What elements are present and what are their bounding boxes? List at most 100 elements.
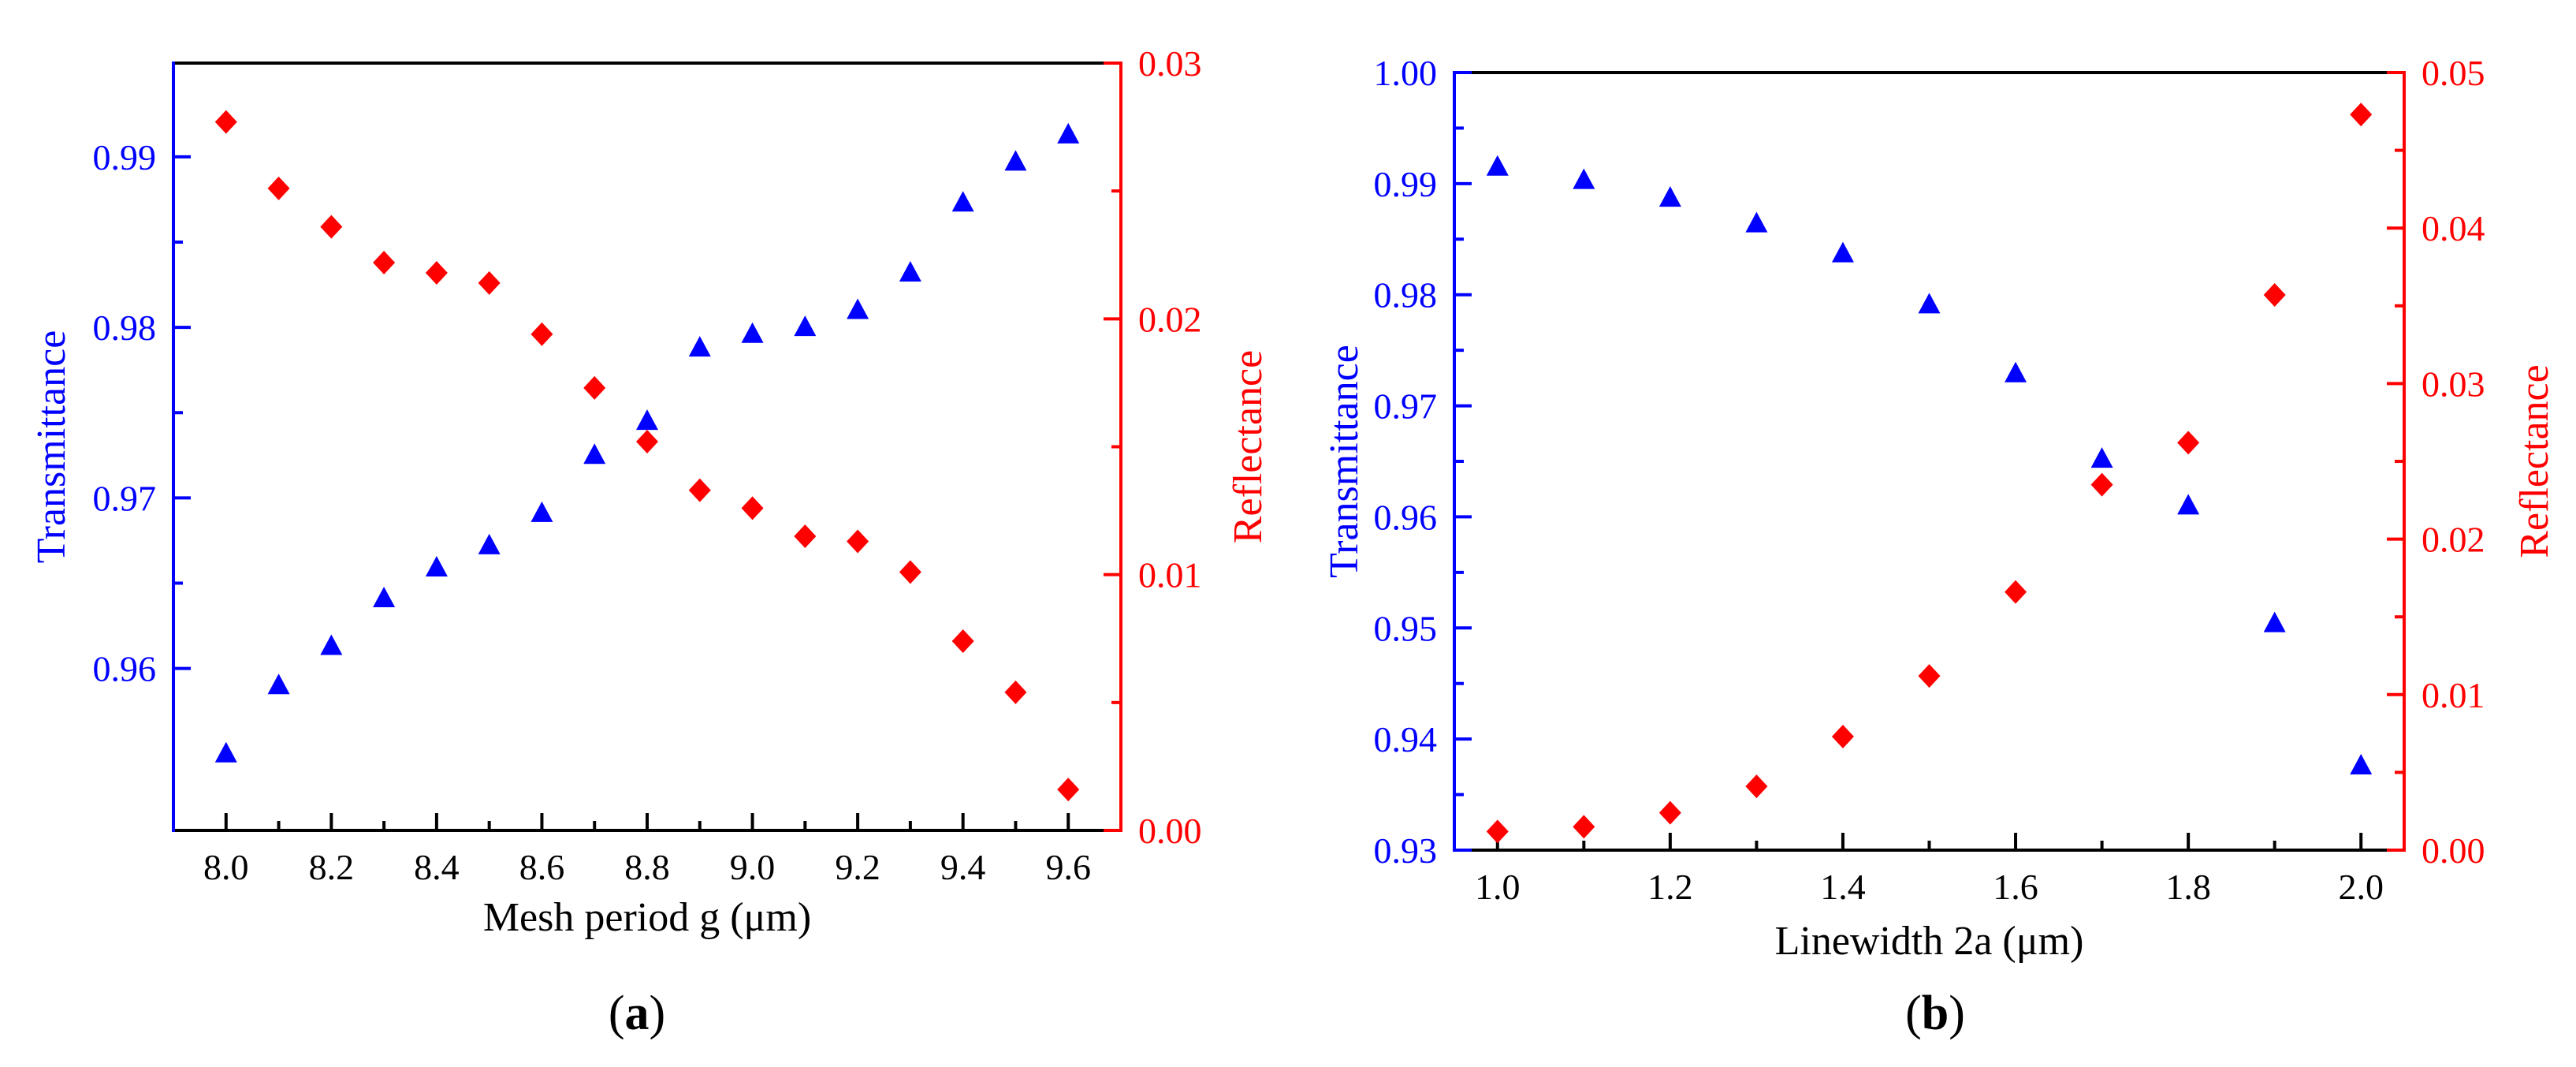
panel-a-transmittance-point xyxy=(794,315,817,337)
panel-b: 1.0 1.2 1.4 1.6 1.8 2.0 0.93 0.94 0.95 0.96 0.97 0.… xyxy=(1322,53,2557,964)
panel-b-y-right-tick-label: 0.00 xyxy=(2422,830,2485,871)
panel-a-transmittance-point xyxy=(373,586,396,607)
panel-a-y-right-tick-label: 0.02 xyxy=(1138,299,1202,339)
panel-b-y-right-tick-label: 0.05 xyxy=(2422,53,2485,93)
panel-a-reflectance-point xyxy=(1057,778,1080,802)
panel-b-reflectance-point xyxy=(2350,103,2373,127)
panel-b-x-axis-title: Linewidth 2a (μm) xyxy=(1775,919,2084,964)
panel-b-reflectance-point xyxy=(1486,819,1509,844)
panel-b-reflectance-point xyxy=(1918,664,1941,688)
panel-a-transmittance-point xyxy=(530,501,553,522)
panel-b-transmittance-point xyxy=(1486,155,1509,176)
panel-a-reflectance-point xyxy=(794,524,817,549)
panel-b-reflectance-point xyxy=(1573,815,1595,839)
panel-b-y-right-tick-label: 0.04 xyxy=(2422,208,2485,248)
panel-b-transmittance-point xyxy=(2350,753,2373,774)
panel-a-x-tick-label: 9.2 xyxy=(835,847,880,887)
panel-b-transmittance-point xyxy=(2090,447,2113,468)
panel-b-transmittance-point xyxy=(1745,211,1768,233)
panel-a-reflectance-point xyxy=(1004,680,1027,704)
panel-a-reflectance-point xyxy=(478,270,501,295)
panel-a-transmittance-point xyxy=(583,443,606,464)
panel-a-reflectance-point xyxy=(847,529,869,554)
panel-a-transmittance-point xyxy=(636,409,658,431)
panel-b-reflectance-point xyxy=(2090,472,2113,497)
panel-a-x-tick-label: 8.8 xyxy=(624,847,670,887)
panel-b-y-left-tick-label: 0.98 xyxy=(1374,275,1438,315)
panel-a-reflectance-point xyxy=(373,250,396,274)
panel-a-reflectance-point xyxy=(425,260,448,285)
panel-a-y-left-tick-label: 0.97 xyxy=(93,478,157,518)
panel-a-reflectance-point xyxy=(899,560,921,584)
panel-a-reflectance-point xyxy=(267,176,290,200)
panel-b-reflectance-point xyxy=(1658,800,1681,825)
panel-b-y-left-tick-label: 0.99 xyxy=(1374,164,1438,204)
panel-a-reflectance-point xyxy=(951,629,974,653)
panel-a-reflectance-point xyxy=(320,215,343,239)
panel-b-transmittance-point xyxy=(1658,186,1681,207)
panel-a-x-tick-label: 8.6 xyxy=(519,847,565,887)
panel-b-y-left-tick-label: 0.93 xyxy=(1374,830,1438,871)
panel-a-transmittance-point xyxy=(847,298,869,319)
panel-a-transmittance-point xyxy=(899,260,921,282)
panel-a-y-left-tick-label: 0.96 xyxy=(93,649,157,689)
panel-a-reflectance-point xyxy=(583,375,606,400)
panel-b-y-right-tick-label: 0.03 xyxy=(2422,364,2485,404)
panel-b-x-tick-label: 1.4 xyxy=(1820,867,1866,907)
panel-a-transmittance-point xyxy=(267,673,290,695)
panel-b-reflectance-point xyxy=(1745,774,1768,799)
panel-a-transmittance-point xyxy=(688,336,711,357)
panel-a-x-tick-label: 8.4 xyxy=(414,847,460,887)
panel-a-transmittance-point xyxy=(741,322,764,343)
panel-b-reflectance-point xyxy=(2005,580,2027,604)
panel-a-x-tick-label: 9.4 xyxy=(940,847,986,887)
panel-b-y-left-axis-title: Transmittance xyxy=(1322,345,1367,578)
panel-b-y-left-tick-label: 0.96 xyxy=(1374,497,1438,537)
panel-a-y-right-tick-label: 0.01 xyxy=(1138,555,1202,595)
panel-a-x-tick-label: 9.6 xyxy=(1045,847,1091,887)
panel-b-y-left-tick-label: 0.97 xyxy=(1374,386,1438,427)
panel-b-x-tick-label: 1.8 xyxy=(2165,867,2211,907)
panel-a-y-right-tick-label: 0.00 xyxy=(1138,811,1202,851)
panel-a-reflectance-point xyxy=(214,110,237,134)
panel-a-y-left-tick-label: 0.98 xyxy=(93,308,157,348)
panel-b-y-right-tick-label: 0.01 xyxy=(2422,675,2485,715)
panel-a-y-left-axis-title: Transmittance xyxy=(29,330,74,564)
panel-a-label: (a) xyxy=(609,987,665,1040)
panel-b-y-left-tick-label: 0.95 xyxy=(1374,608,1438,648)
panel-b-x-tick-label: 1.6 xyxy=(1993,867,2038,907)
panel-a-y-right-tick-label: 0.03 xyxy=(1138,43,1202,84)
panel-a-reflectance-point xyxy=(636,430,658,454)
panel-a-x-axis-title: Mesh period g (μm) xyxy=(483,895,811,940)
panel-b-label: (b) xyxy=(1905,987,1965,1040)
panel-a-transmittance-point xyxy=(1004,150,1027,171)
panel-b-transmittance-point xyxy=(1831,241,1854,263)
panel-b-y-right-axis-title: Reflectance xyxy=(2512,364,2557,558)
panel-b-x-tick-label: 1.0 xyxy=(1475,867,1521,907)
panel-b-transmittance-point xyxy=(1918,293,1941,314)
panel-a-transmittance-point xyxy=(951,191,974,212)
panel-b-reflectance-point xyxy=(2177,431,2200,455)
panel-a-transmittance-point xyxy=(214,741,237,763)
panel-b-transmittance-point xyxy=(2263,611,2286,632)
panel-b-x-tick-label: 2.0 xyxy=(2338,867,2384,907)
panel-a-x-tick-label: 8.0 xyxy=(203,847,249,887)
panel-a-x-tick-label: 9.0 xyxy=(730,847,776,887)
panel-b-transmittance-point xyxy=(2177,494,2200,515)
panel-b-reflectance-point xyxy=(2263,282,2286,307)
panel-a-y-left-tick-label: 0.99 xyxy=(93,137,157,177)
panel-a-reflectance-point xyxy=(530,322,553,346)
panel-b-transmittance-point xyxy=(1573,168,1595,189)
panel-b-transmittance-point xyxy=(2005,361,2027,382)
panel-a-x-tick-label: 8.2 xyxy=(309,847,355,887)
panel-a-y-right-axis-title: Reflectance xyxy=(1226,350,1271,543)
panel-b-x-tick-label: 1.2 xyxy=(1647,867,1693,907)
panel-b-y-right-tick-label: 0.02 xyxy=(2422,520,2485,560)
panel-a-reflectance-point xyxy=(741,496,764,520)
panel-b-reflectance-point xyxy=(1831,725,1854,749)
panel-a-reflectance-point xyxy=(688,478,711,502)
panel-a-transmittance-point xyxy=(320,634,343,655)
panel-a-transmittance-point xyxy=(478,533,501,554)
panel-a: 8.0 8.2 8.4 8.6 8.8 9.0 9.2 9.4 9.6 0.96 0.97 0.98 0… xyxy=(29,43,1271,940)
